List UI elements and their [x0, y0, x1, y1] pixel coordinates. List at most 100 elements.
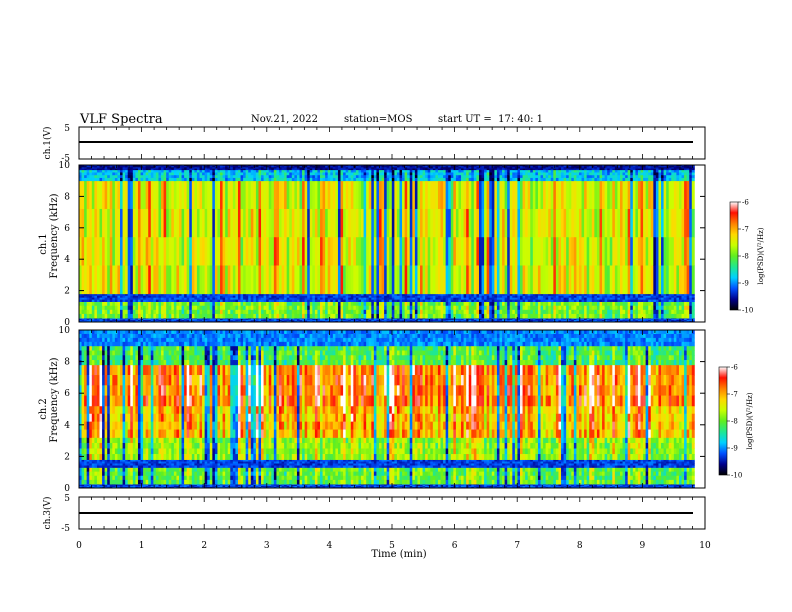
spectrogram-cell	[476, 293, 480, 297]
spectrogram-cell	[281, 265, 285, 295]
spectrogram-cell	[255, 208, 259, 238]
spectrogram-cell	[163, 299, 167, 302]
spectrogram-cell	[107, 167, 111, 169]
spectrogram-cell	[158, 297, 162, 301]
spectrogram-cell	[289, 177, 293, 182]
spectrogram-cell	[263, 177, 267, 182]
spectrogram-cell	[79, 295, 82, 299]
spectrogram-cell	[99, 305, 103, 311]
spectrogram-cell	[268, 299, 272, 302]
spectrogram-cell	[166, 175, 170, 179]
spectrogram-cell	[181, 177, 185, 182]
spectrogram-cell	[127, 297, 131, 301]
spectrogram-cell	[586, 318, 590, 320]
spectrogram-cell	[81, 318, 85, 320]
spectrogram-cell	[150, 319, 154, 321]
spectrogram-cell	[89, 177, 93, 182]
spectrogram-cell	[512, 168, 516, 171]
spectrogram-cell	[355, 169, 359, 173]
spectrogram-cell	[386, 177, 390, 182]
spectrogram-cell	[120, 319, 123, 321]
spectrogram-cell	[384, 299, 388, 302]
spectrogram-cell	[396, 177, 400, 182]
spectrogram-cell	[445, 309, 449, 315]
spectrogram-cell	[112, 297, 116, 301]
spectrogram-cell	[609, 177, 613, 182]
spectrogram-cell	[196, 172, 200, 176]
spectrogram-cell	[214, 175, 218, 179]
spectrogram-cell	[596, 301, 600, 307]
spectrogram-cell	[453, 301, 457, 307]
spectrogram-cell	[409, 318, 413, 320]
spectrogram-cell	[468, 313, 472, 319]
spectrogram-cell	[537, 299, 541, 302]
spectrogram-cell	[125, 177, 129, 182]
spectrogram-cell	[448, 320, 452, 322]
spectrogram-cell	[314, 265, 318, 295]
spectrogram-cell	[609, 295, 613, 299]
spectrogram-cell	[448, 177, 452, 182]
spectrogram-cell	[276, 208, 280, 238]
spectrogram-cell	[222, 319, 226, 321]
spectrogram-cell	[378, 318, 382, 320]
spectrogram-cell	[214, 180, 218, 210]
spectrogram-cell	[186, 169, 190, 173]
spectrogram-cell	[96, 208, 100, 238]
spectrogram-cell	[514, 299, 518, 302]
spectrogram-cell	[168, 318, 172, 320]
spectrogram-cell	[309, 265, 313, 295]
spectrogram-cell	[578, 293, 582, 297]
spectrogram-cell	[609, 318, 613, 320]
spectrogram-cell	[517, 301, 521, 307]
spectrogram-cell	[227, 265, 231, 295]
spectrogram-cell	[458, 309, 462, 315]
spectrogram-cell	[553, 299, 557, 302]
spectrogram-cell	[327, 301, 331, 307]
spectrogram-cell	[402, 313, 406, 319]
spectrogram-cell	[109, 319, 113, 321]
spectrogram-cell	[137, 166, 141, 168]
spectrogram-cell	[502, 309, 506, 315]
spectrogram-cell	[207, 309, 211, 315]
spectrogram-cell	[181, 319, 185, 321]
spectrogram-cell	[176, 318, 180, 320]
spectrogram-cell	[145, 165, 149, 167]
spectrogram-cell	[394, 168, 398, 171]
spectrogram-cell	[435, 172, 439, 176]
spectrogram-cell	[404, 177, 408, 182]
spectrogram-cell	[496, 165, 500, 167]
spectrogram-cell	[509, 309, 513, 315]
spectrogram-cell	[378, 166, 382, 168]
spectrogram-cell	[340, 177, 344, 182]
spectrogram-cell	[281, 319, 285, 321]
spectrogram-cell	[363, 313, 367, 319]
spectrogram-cell	[499, 293, 503, 297]
spectrogram-cell	[376, 319, 380, 321]
spectrogram-cell	[166, 318, 170, 320]
spectrogram-cell	[135, 172, 139, 176]
spectrogram-cell	[527, 318, 531, 320]
spectrogram-cell	[391, 309, 395, 315]
spectrogram-cell	[286, 320, 290, 322]
spectrogram-cell	[453, 309, 457, 315]
spectrogram-cell	[312, 166, 316, 168]
spectrogram-cell	[330, 313, 334, 319]
spectrogram-cell	[391, 180, 395, 210]
spectrogram-cell	[504, 168, 508, 171]
spectrogram-cell	[437, 172, 441, 176]
spectrogram-cell	[581, 299, 585, 302]
spectrogram-cell	[430, 320, 434, 322]
spectrogram-cell	[535, 301, 539, 307]
spectrogram-cell	[91, 313, 95, 319]
spectrogram-cell	[561, 265, 564, 295]
spectrogram-cell	[366, 175, 370, 179]
spectrogram-cell	[114, 208, 118, 238]
spectrogram-cell	[476, 208, 480, 238]
spectrogram-cell	[230, 177, 234, 182]
spectrogram-cell	[507, 313, 511, 319]
spectrogram-cell	[140, 293, 144, 297]
spectrogram-cell	[578, 177, 582, 182]
spectrogram-cell	[204, 313, 208, 319]
spectrogram-cell	[204, 299, 208, 302]
spectrogram-cell	[145, 180, 149, 210]
